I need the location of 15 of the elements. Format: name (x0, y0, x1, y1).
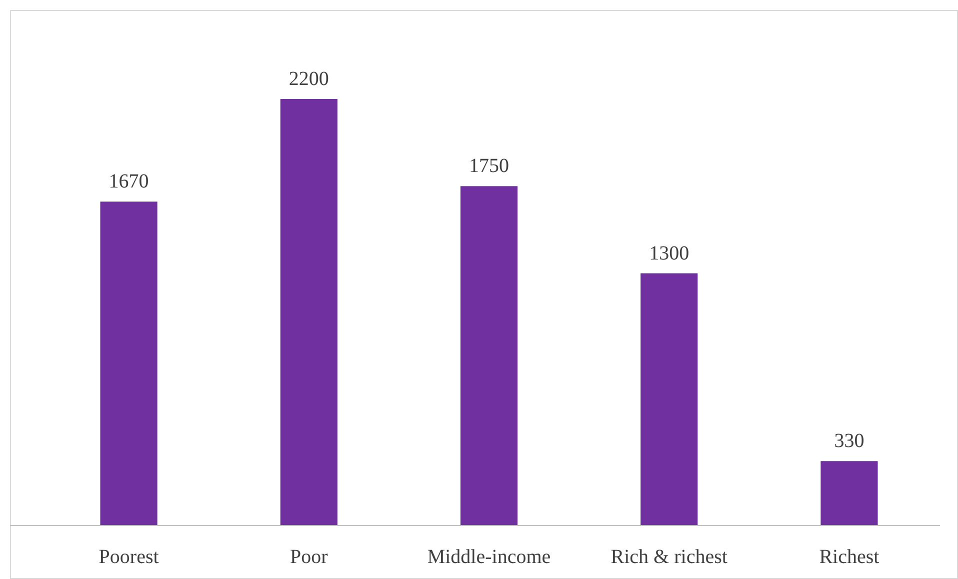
x-tick-label: Poorest (98, 546, 160, 568)
bar (280, 99, 338, 525)
bar (820, 461, 878, 525)
x-tick-label: Middle-income (427, 546, 551, 568)
bar (640, 273, 698, 525)
x-tick-label: Rich & richest (610, 546, 728, 568)
data-label: 1300 (649, 242, 690, 264)
bar (460, 186, 518, 525)
data-label: 1750 (469, 155, 509, 178)
data-label: 2200 (288, 68, 329, 90)
x-tick-label: Poor (290, 546, 328, 568)
bar (100, 202, 158, 525)
data-label: 1670 (108, 170, 149, 193)
data-label: 330 (834, 430, 864, 452)
x-tick-label: Richest (819, 546, 880, 568)
